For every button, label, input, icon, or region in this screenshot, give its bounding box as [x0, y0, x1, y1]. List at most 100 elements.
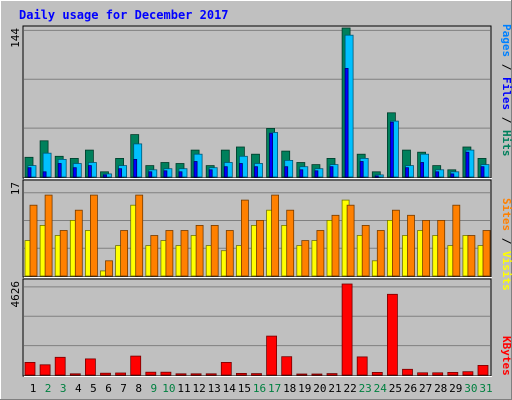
- panel-hits-y-label: Pages / Files / Hits: [500, 24, 512, 157]
- x-tick-label-day-17: 17: [268, 382, 281, 395]
- x-tick-label-day-31: 31: [479, 382, 492, 395]
- bar-kbytes-day-21: [326, 373, 338, 376]
- bar-kbytes-day-17: [266, 335, 278, 376]
- y-label-part: /: [500, 231, 512, 251]
- x-tick-label-day-11: 11: [177, 382, 190, 395]
- x-tick-label-day-5: 5: [90, 382, 97, 395]
- bar-pages-day-4: [72, 167, 77, 178]
- bar-sites-day-24: [376, 230, 385, 277]
- bar-pages-day-16: [254, 166, 258, 178]
- panel-kbytes-bars: [24, 283, 489, 376]
- x-tick-label-day-16: 16: [253, 382, 266, 395]
- y-label-part: /: [500, 57, 512, 77]
- x-tick-label-day-27: 27: [419, 382, 432, 395]
- x-tick-label-day-30: 30: [464, 382, 477, 395]
- bar-pages-day-18: [284, 166, 289, 178]
- bar-sites-day-5: [90, 194, 98, 277]
- bar-pages-day-28: [435, 171, 440, 178]
- panel-kbytes-max-label: 4626: [9, 281, 22, 308]
- x-tick-label-day-24: 24: [374, 382, 388, 395]
- bar-files-day-2: [42, 152, 52, 178]
- bar-kbytes-day-18: [281, 356, 293, 376]
- x-tick-label-day-13: 13: [208, 382, 221, 395]
- bar-kbytes-day-12: [190, 373, 202, 376]
- bar-sites-day-30: [467, 235, 476, 277]
- x-tick-label-day-20: 20: [313, 382, 326, 395]
- bar-pages-day-15: [238, 163, 243, 178]
- bar-sites-day-11: [180, 230, 189, 277]
- x-tick-label-day-8: 8: [135, 382, 142, 395]
- bar-sites-day-16: [256, 219, 264, 277]
- bar-kbytes-day-1: [24, 361, 36, 376]
- panel-kbytes: 4626 KBytes: [9, 278, 512, 377]
- x-tick-label-day-7: 7: [120, 382, 127, 395]
- bar-sites-day-23: [361, 224, 370, 277]
- bar-kbytes-day-11: [175, 373, 187, 376]
- bar-kbytes-day-30: [462, 371, 474, 376]
- bar-sites-day-18: [286, 209, 295, 277]
- x-tick-label-day-14: 14: [223, 382, 237, 395]
- bar-pages-day-17: [269, 133, 274, 178]
- bar-pages-day-25: [389, 121, 394, 178]
- bar-pages-day-3: [57, 163, 62, 178]
- bar-pages-day-21: [329, 166, 334, 178]
- bar-kbytes-day-25: [386, 293, 398, 376]
- bar-sites-day-2: [44, 194, 53, 277]
- bar-sites-day-15: [240, 199, 249, 277]
- x-tick-label-day-29: 29: [449, 382, 462, 395]
- bar-sites-day-17: [271, 194, 280, 277]
- bar-pages-day-2: [42, 171, 47, 178]
- y-label-part: Pages: [500, 24, 512, 57]
- bar-kbytes-day-29: [447, 371, 459, 376]
- bar-sites-day-3: [59, 230, 68, 277]
- bar-kbytes-day-4: [69, 373, 81, 376]
- bar-pages-day-29: [450, 173, 455, 178]
- bar-pages-day-5: [88, 165, 92, 178]
- bar-sites-day-21: [331, 214, 340, 277]
- x-tick-label-day-12: 12: [192, 382, 205, 395]
- bar-sites-day-7: [120, 230, 128, 277]
- bar-pages-day-20: [314, 170, 319, 178]
- bar-kbytes-day-23: [356, 356, 368, 376]
- bar-pages-day-24: [374, 175, 379, 178]
- x-tick-label-day-3: 3: [60, 382, 67, 395]
- bar-sites-day-27: [422, 219, 431, 277]
- x-tick-label-day-1: 1: [30, 382, 37, 395]
- x-tick-label-day-2: 2: [45, 382, 52, 395]
- x-tick-label-day-21: 21: [328, 382, 341, 395]
- bar-kbytes-day-3: [54, 356, 66, 376]
- y-label-part: Visits: [500, 251, 512, 291]
- panel-hits-max-label: 144: [9, 28, 22, 48]
- y-label-part: Sites: [500, 198, 512, 231]
- panel-hits-bars: [24, 27, 490, 178]
- bar-kbytes-day-14: [220, 361, 232, 376]
- x-tick-label-day-25: 25: [389, 382, 402, 395]
- x-tick-label-day-19: 19: [298, 382, 311, 395]
- bar-pages-day-7: [118, 168, 122, 178]
- bar-pages-day-1: [27, 167, 32, 178]
- bar-kbytes-day-15: [235, 372, 247, 376]
- bar-kbytes-day-16: [251, 373, 262, 376]
- bar-kbytes-day-27: [417, 372, 429, 376]
- x-tick-label-day-23: 23: [359, 382, 372, 395]
- bar-pages-day-31: [480, 166, 485, 178]
- x-tick-label-day-15: 15: [238, 382, 251, 395]
- bar-pages-day-14: [223, 166, 228, 178]
- bar-sites-day-1: [29, 204, 38, 277]
- bar-sites-day-31: [482, 230, 491, 277]
- panel-kbytes-gridlines: [24, 286, 490, 347]
- bar-kbytes-day-22: [341, 283, 353, 376]
- bar-kbytes-day-10: [160, 371, 172, 376]
- x-tick-label-day-18: 18: [283, 382, 296, 395]
- bar-pages-day-10: [163, 170, 168, 178]
- bar-kbytes-day-28: [432, 372, 444, 376]
- panel-hits-files-pages: 144 Pages / Files / Hits: [9, 24, 512, 179]
- x-tick-label-day-10: 10: [162, 382, 175, 395]
- bar-kbytes-day-7: [115, 372, 126, 376]
- bar-sites-day-9: [150, 235, 159, 277]
- bar-kbytes-day-8: [130, 355, 142, 376]
- bar-pages-day-19: [299, 169, 304, 178]
- bar-sites-day-14: [225, 230, 234, 277]
- y-label-part: Files: [500, 77, 512, 110]
